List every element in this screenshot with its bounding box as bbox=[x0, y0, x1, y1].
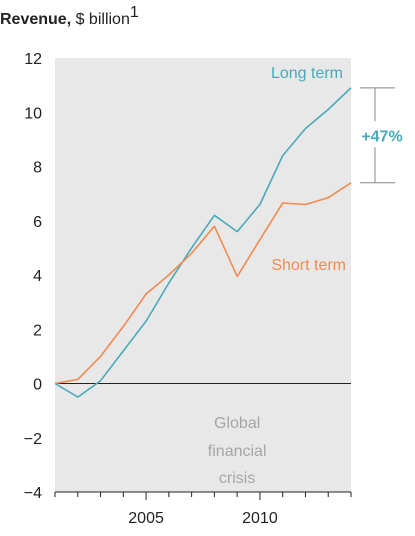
x-tick-label: 2005 bbox=[128, 510, 164, 527]
y-tick-label: 8 bbox=[33, 160, 42, 177]
y-tick-label: 2 bbox=[33, 322, 42, 339]
crisis-annotation: Global financial crisis bbox=[208, 415, 267, 487]
chart-title-footnote: 1 bbox=[130, 4, 139, 21]
series-label-short-term: Short term bbox=[271, 257, 346, 274]
y-tick-label: −2 bbox=[24, 431, 42, 448]
plot-background bbox=[55, 58, 351, 492]
y-tick-label: 12 bbox=[24, 51, 42, 68]
chart-title: Revenue, $ billion1 bbox=[0, 4, 139, 28]
chart-title-bold: Revenue, bbox=[0, 11, 71, 28]
y-tick-label: 10 bbox=[24, 105, 42, 122]
y-tick-label: 6 bbox=[33, 214, 42, 231]
growth-callout: +47% bbox=[360, 87, 403, 184]
growth-callout-label: +47% bbox=[361, 128, 402, 145]
chart-title-unit: $ billion bbox=[71, 11, 130, 28]
series-line-short-term bbox=[54, 182, 352, 385]
y-tick-label: 4 bbox=[33, 268, 42, 285]
crisis-annotation-line: financial bbox=[208, 443, 267, 460]
series-label-long-term: Long term bbox=[271, 65, 343, 82]
x-tick-label: 2010 bbox=[242, 510, 278, 527]
y-tick-label: 0 bbox=[33, 377, 42, 394]
series-lines: Long term Short term bbox=[54, 65, 352, 398]
axis-ticks: −4 −2 0 2 4 6 8 10 12 2005 2010 bbox=[24, 51, 352, 527]
crisis-annotation-line: Global bbox=[214, 415, 260, 432]
series-line-long-term bbox=[54, 87, 352, 398]
crisis-annotation-line: crisis bbox=[219, 470, 255, 487]
y-tick-label: −4 bbox=[24, 485, 42, 502]
